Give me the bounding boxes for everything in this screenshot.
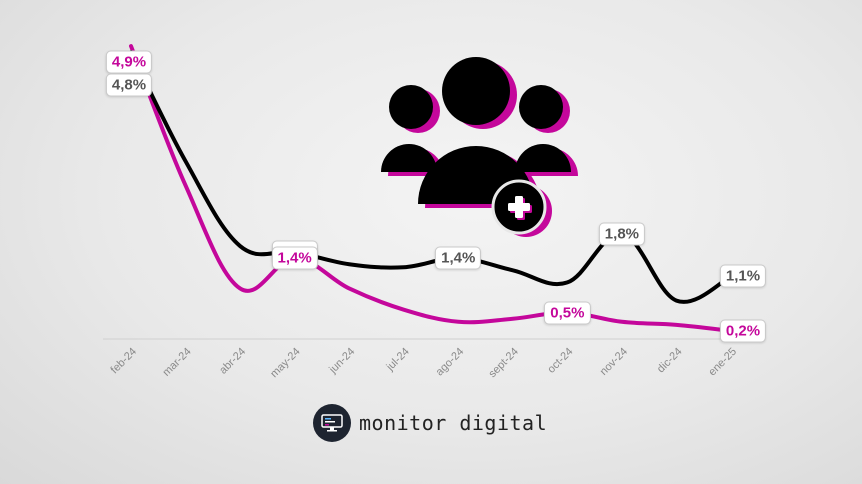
data-label: 4,8% <box>105 73 153 97</box>
data-label: 1,4% <box>271 246 318 270</box>
x-tick-label: jul-24 <box>384 346 412 374</box>
data-label: 4,9% <box>105 50 153 74</box>
x-tick-label: ago-24 <box>434 346 467 379</box>
x-tick-label: dic-24 <box>655 346 685 376</box>
data-label: 0,2% <box>719 319 767 343</box>
x-tick-label: oct-24 <box>545 346 575 376</box>
plus-icon <box>508 196 532 220</box>
monitor-icon <box>313 404 351 442</box>
x-tick-label: feb-24 <box>109 346 140 377</box>
x-tick-label: jun-24 <box>326 346 357 377</box>
x-tick-label: abr-24 <box>217 346 248 377</box>
x-tick-label: sept-24 <box>487 346 521 380</box>
data-label: 1,8% <box>598 222 646 246</box>
data-label: 1,1% <box>719 264 767 288</box>
data-label: 1,4% <box>435 246 482 270</box>
x-tick-label: may-24 <box>268 346 302 380</box>
x-tick-label: mar-24 <box>161 346 194 379</box>
x-tick-label: ene-25 <box>706 346 739 379</box>
data-label: 0,5% <box>544 301 591 325</box>
brand: monitor digital <box>313 404 547 442</box>
users-add-icon <box>381 57 578 237</box>
brand-name: monitor digital <box>359 411 548 435</box>
series-line-1 <box>129 44 733 333</box>
x-tick-label: nov-24 <box>598 346 630 378</box>
